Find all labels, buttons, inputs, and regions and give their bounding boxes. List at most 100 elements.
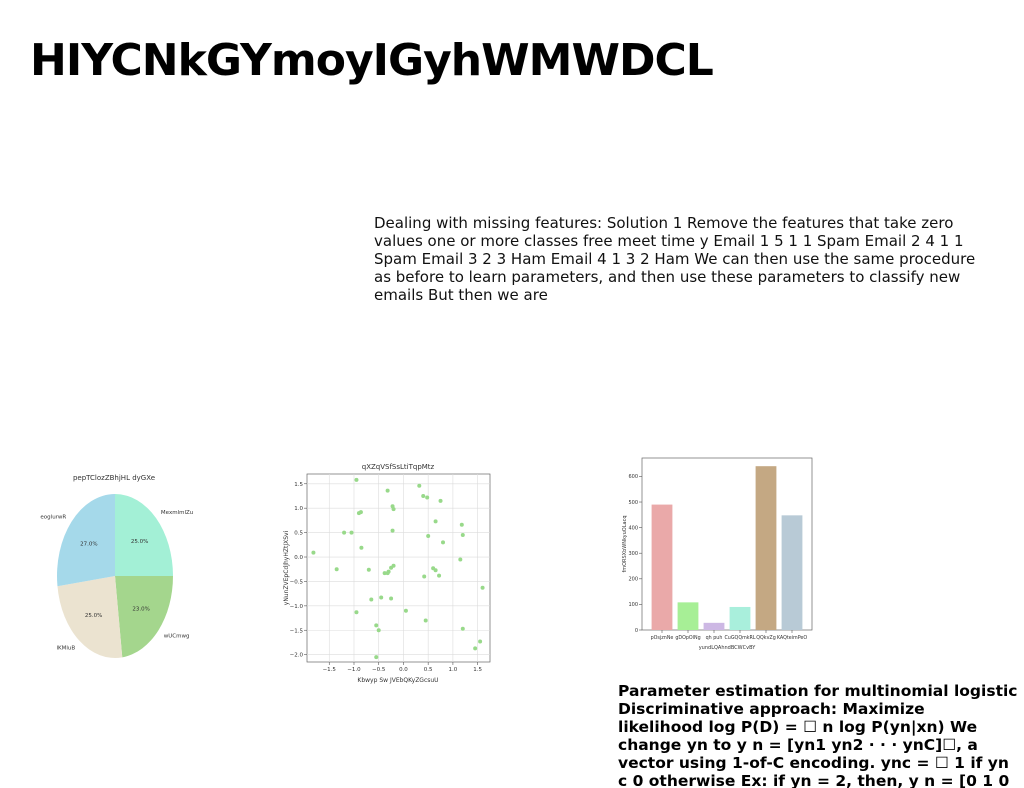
scatter-point xyxy=(403,608,408,613)
pie-pct-label: 25.0% xyxy=(131,539,148,545)
scatter-y-tick-label: 1.0 xyxy=(294,506,303,512)
scatter-point xyxy=(421,493,426,498)
scatter-point xyxy=(433,568,438,573)
scatter-plot-area xyxy=(306,473,491,663)
bar-category-label: QQkvZg xyxy=(756,635,776,641)
pie-slice-label: lKMluB xyxy=(57,645,76,651)
scatter-x-tick-label: −0.5 xyxy=(372,667,386,673)
scatter-chart: qXZqVSfSsLtiTqpMtz −1.5 −1.0 −0.5 0.0 0.5 1.0… xyxy=(283,463,491,684)
bar-y-tick-label: 300 xyxy=(628,551,638,557)
scatter-point xyxy=(354,610,359,615)
scatter-point xyxy=(438,498,443,503)
bar xyxy=(781,515,803,630)
scatter-point xyxy=(349,530,354,535)
bar-x-axis-label: yundLQAhndBCWCvBY xyxy=(699,645,757,651)
scatter-point xyxy=(385,488,390,493)
pie-slice xyxy=(115,494,173,576)
scatter-x-tick-label: 0.5 xyxy=(424,667,433,673)
bold-paragraph-line: Parameter estimation for multinomial log… xyxy=(618,682,1018,700)
bar xyxy=(703,622,725,630)
pie-title: pepTClozZBhjHL dyGXe xyxy=(73,474,155,482)
scatter-point xyxy=(425,495,430,500)
pie-slice-label: wUCmwg xyxy=(164,634,190,640)
pie-slice-label: MexmlmlZu xyxy=(161,510,193,516)
scatter-point xyxy=(389,596,394,601)
scatter-point xyxy=(458,557,463,562)
scatter-point xyxy=(374,655,379,660)
pie-slice-label: eoglurwR xyxy=(40,514,66,520)
scatter-point xyxy=(417,483,422,488)
bar-y-tick-label: 200 xyxy=(628,577,638,583)
scatter-point xyxy=(391,507,396,512)
bar xyxy=(677,602,699,630)
scatter-point xyxy=(376,628,381,633)
scatter-point xyxy=(426,534,431,539)
scatter-x-tick-label: −1.5 xyxy=(323,667,337,673)
pie-pct-label: 27.0% xyxy=(80,541,97,547)
scatter-point xyxy=(311,550,316,555)
pie-slice xyxy=(115,576,173,658)
scatter-point xyxy=(334,567,339,572)
scatter-y-axis-label: yNunZVEpCdJhyHZtJXSvi xyxy=(283,530,290,605)
scatter-point xyxy=(369,597,374,602)
scatter-y-tick-label: −1.0 xyxy=(290,604,304,610)
bar-category-label: qh puh xyxy=(706,635,723,641)
bar-y-tick-label: 0 xyxy=(635,628,638,634)
bar xyxy=(651,504,673,630)
scatter-point xyxy=(390,528,395,533)
scatter-point xyxy=(423,618,428,623)
bold-paragraph-line: c 0 otherwise Ex: if yn = 2, then, y n =… xyxy=(618,772,1010,788)
scatter-point xyxy=(342,530,347,535)
scatter-point xyxy=(460,533,465,538)
scatter-point xyxy=(379,595,384,600)
scatter-point xyxy=(478,639,483,644)
bar-y-axis-label: fmORSXbWNkyuOLacq xyxy=(622,515,628,572)
scatter-point xyxy=(354,477,359,482)
scatter-y-tick-label: −1.5 xyxy=(290,628,304,634)
scatter-point xyxy=(382,571,387,576)
scatter-point xyxy=(437,573,442,578)
scatter-x-axis-label: Kbwyp Sw JVEbQKyZGcsuU xyxy=(357,677,438,684)
scatter-point xyxy=(356,511,361,516)
scatter-point xyxy=(433,519,438,524)
bar-y-tick-label: 500 xyxy=(628,500,638,506)
scatter-point xyxy=(422,574,427,579)
page-title: HIYCNkGYmoyIGyhWMWDCL xyxy=(30,35,714,86)
scatter-point xyxy=(366,567,371,572)
pie-pct-label: 23.0% xyxy=(132,607,149,613)
scatter-point xyxy=(389,565,394,570)
scatter-point xyxy=(359,545,364,550)
pie-slice xyxy=(57,576,123,658)
scatter-y-tick-label: 0.0 xyxy=(294,555,303,561)
bold-paragraph-line: vector using 1-of-C encoding. ync = ☐ 1 … xyxy=(618,754,1009,772)
scatter-x-tick-label: 1.5 xyxy=(473,667,482,673)
scatter-point xyxy=(385,571,390,576)
scatter-y-tick-label: 0.5 xyxy=(294,531,303,537)
scatter-point xyxy=(460,626,465,631)
scatter-x-tick-label: 0.0 xyxy=(399,667,408,673)
bar-chart: 0 100 200 300 400 500 600 pOsjznNe gDOpOlNg qh p… xyxy=(622,457,813,651)
pie-slice xyxy=(57,494,115,587)
bar-y-tick-label: 100 xyxy=(628,602,638,608)
scatter-x-tick-label: −1.0 xyxy=(347,667,361,673)
bar-plot-area xyxy=(641,457,813,631)
scatter-point xyxy=(374,623,379,628)
scatter-y-tick-label: 1.5 xyxy=(294,482,303,488)
bold-paragraph-line: Discriminative approach: Maximize xyxy=(618,700,925,718)
bold-paragraph-line: change yn to y n = [yn1 yn2 · · · ynC]☐,… xyxy=(618,736,978,754)
bar-category-label: CuGQQmkRL xyxy=(724,635,755,641)
bold-paragraph: Parameter estimation for multinomial log… xyxy=(618,682,1024,788)
body-paragraph: Dealing with missing features: Solution … xyxy=(374,214,976,304)
bar-y-tick-label: 600 xyxy=(628,474,638,480)
bold-paragraph-line: likelihood log P(D) = ☐ n log P(yn|xn) W… xyxy=(618,718,978,736)
scatter-point xyxy=(441,540,446,545)
scatter-point xyxy=(480,585,485,590)
bar-category-label: gDOpOlNg xyxy=(675,635,700,641)
bar-category-label: KAQteimPeO xyxy=(777,635,808,641)
pie-pct-label: 25.0% xyxy=(85,613,102,619)
bar xyxy=(755,466,777,630)
scatter-title: qXZqVSfSsLtiTqpMtz xyxy=(362,463,435,471)
pie-chart: pepTClozZBhjHL dyGXe 25.0% MexmlmlZu 23.0%… xyxy=(40,474,193,658)
bar-y-tick-label: 400 xyxy=(628,525,638,531)
scatter-point xyxy=(459,522,464,527)
